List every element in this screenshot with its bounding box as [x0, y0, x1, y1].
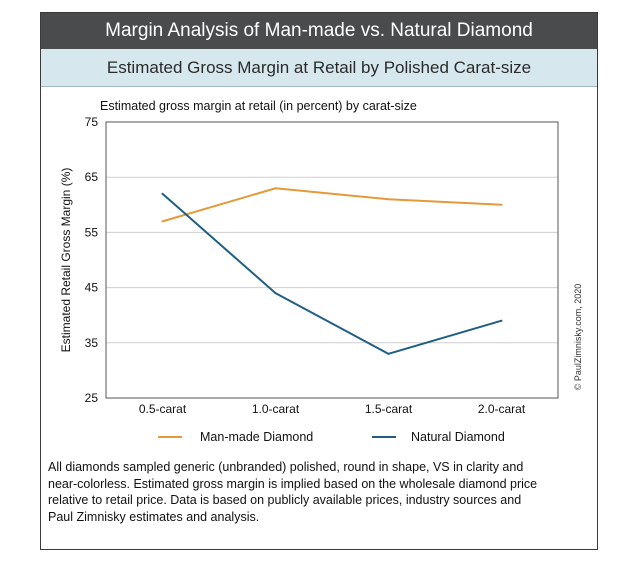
copyright-notice: © PaulZimnisky.com, 2020 — [573, 283, 583, 391]
data-point — [387, 198, 390, 201]
plot-area-border — [105, 121, 559, 399]
series-line — [162, 187, 502, 223]
y-tick-label: 75 — [85, 115, 99, 129]
y-tick-label: 35 — [85, 336, 99, 350]
data-point — [274, 187, 277, 190]
series-line — [161, 193, 502, 355]
legend-label: Man-made Diamond — [200, 430, 313, 444]
data-point — [500, 319, 503, 322]
figure-frame: Margin Analysis of Man-made vs. Natural … — [40, 12, 598, 550]
x-tick-label: 2.0-carat — [478, 402, 526, 416]
data-point — [387, 352, 390, 355]
x-tick-label: 1.0-carat — [252, 402, 300, 416]
y-axis-label: Estimated Retail Gross Margin (%) — [59, 168, 73, 353]
data-point — [161, 220, 164, 223]
page-title: Margin Analysis of Man-made vs. Natural … — [41, 13, 597, 49]
y-tick-label: 65 — [85, 170, 99, 184]
y-tick-label: 45 — [85, 281, 99, 295]
y-tick-label: 25 — [85, 391, 99, 405]
y-tick-label: 55 — [85, 225, 99, 239]
x-tick-label: 0.5-carat — [139, 402, 187, 416]
data-point — [500, 203, 503, 206]
data-point — [274, 292, 277, 295]
page-subtitle: Estimated Gross Margin at Retail by Poli… — [41, 49, 597, 87]
x-tick-label: 1.5-carat — [365, 402, 413, 416]
chart-title: Estimated gross margin at retail (in per… — [100, 99, 417, 113]
data-point — [161, 192, 164, 195]
legend-label: Natural Diamond — [411, 430, 505, 444]
footnote-text: All diamonds sampled generic (unbranded)… — [48, 460, 538, 524]
